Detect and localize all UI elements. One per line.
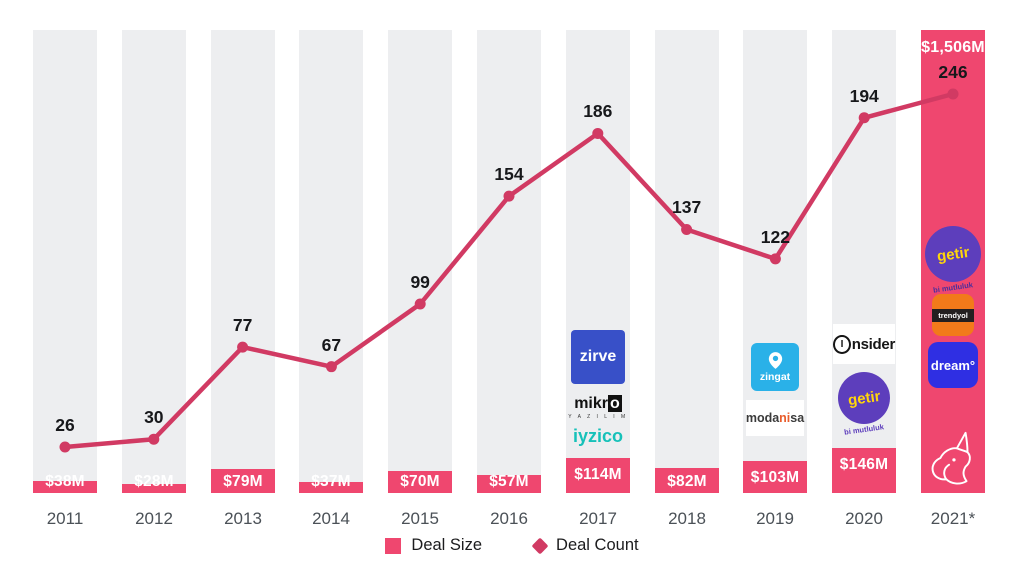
deal-size-bar (477, 475, 541, 493)
deal-size-bar (832, 448, 896, 493)
year-label: 2014 (312, 509, 350, 528)
deal-count-value: 26 (55, 415, 75, 436)
legend: Deal Size Deal Count (0, 536, 1024, 555)
trendyol-logo: trendyol (932, 294, 974, 336)
year-label: 2013 (224, 509, 262, 528)
deal-size-bar (122, 484, 186, 493)
deal-size-bar (388, 471, 452, 493)
modanisa-logo: moda ni sa (746, 400, 804, 436)
column-2019: zingat moda ni sa $103M 2019 (743, 30, 807, 528)
mikro-sub-text: Y A Z I L I M (568, 414, 628, 420)
year-label: 2012 (135, 509, 173, 528)
zingat-logo-text: zingat (759, 371, 791, 383)
deal-count-value: 99 (410, 271, 430, 292)
deal-count-value: 122 (760, 226, 790, 247)
deal-size-value: $82M (667, 473, 707, 490)
deal-size-value: $28M (134, 473, 174, 490)
deal-size-swatch (385, 537, 402, 554)
year-label: 2019 (756, 509, 794, 528)
deal-size-bar (299, 481, 363, 493)
deal-size-value: $70M (400, 473, 440, 490)
zingat-logo: zingat (751, 343, 799, 391)
column-2021-highlight: $1,506M getir bi mutluluk trendyol dream… (921, 30, 985, 528)
deal-count-value: 77 (232, 315, 253, 336)
deal-size-value: $1,506M (921, 39, 985, 56)
deal-count-swatch (531, 537, 549, 554)
year-label: 2017 (579, 509, 617, 528)
deal-size-value: $38M (45, 473, 85, 490)
location-pin-icon (768, 352, 782, 369)
legend-deal-size-label: Deal Size (411, 536, 483, 554)
deal-size-value: $114M (574, 465, 622, 483)
getir-slogan-text: bi mutluluk (932, 280, 974, 295)
deal-count-value: 194 (849, 85, 879, 106)
deal-size-value: $79M (223, 473, 263, 490)
column-2016: $57M 2016 (477, 30, 541, 528)
legend-deal-count: Deal Count (531, 536, 639, 555)
deal-count-value: 67 (321, 334, 342, 355)
deal-count-value: 30 (144, 407, 164, 428)
column-2014: $37M 2014 (299, 30, 363, 528)
deal-count-value: 186 (583, 101, 613, 122)
column-2015: $70M 2015 (388, 30, 452, 528)
getir-logo-text: getir (846, 387, 882, 409)
column-2018: $82M 2018 (655, 30, 719, 528)
trendyol-logo-text: trendyol (932, 308, 974, 322)
getir-logo: getir bi mutluluk (925, 226, 981, 295)
year-label: 2011 (46, 509, 84, 528)
deal-count-value: 154 (494, 164, 524, 185)
iyzico-logo: iyzico (572, 426, 624, 446)
zirve-logo-text: zirve (579, 348, 617, 365)
column-2013: $79M 2013 (211, 30, 275, 528)
deal-size-value: $57M (489, 473, 529, 490)
legend-deal-size: Deal Size (385, 536, 482, 555)
deal-size-value: $103M (750, 469, 800, 487)
year-label: 2020 (845, 509, 883, 528)
zirve-logo: zirve (571, 330, 625, 384)
getir-slogan-text: bi mutluluk (843, 422, 885, 437)
deal-size-bar (211, 468, 275, 493)
deal-size-bar (743, 461, 807, 493)
deal-size-value: $146M (839, 456, 889, 474)
deal-count-value: 137 (671, 197, 702, 218)
deal-size-bar (566, 457, 630, 493)
legend-deal-count-label: Deal Count (556, 536, 639, 554)
year-label: 2021* (930, 509, 976, 528)
deal-size-value: $37M (311, 473, 351, 490)
getir-logo-text: getir (935, 243, 971, 265)
year-label: 2018 (668, 509, 706, 528)
getir-logo: getir bi mutluluk (838, 372, 890, 437)
deal-size-bar (33, 481, 97, 493)
column-2017: zirve mikr o Y A Z I L I M iyzico $114M 2… (566, 30, 630, 528)
unicorn-icon (931, 431, 971, 485)
deal-count-value: 246 (938, 62, 968, 82)
year-label: 2016 (490, 509, 528, 528)
deal-size-bar (655, 467, 719, 493)
year-label: 2015 (401, 509, 439, 528)
mikro-yazilim-logo: mikr o Y A Z I L I M (566, 395, 630, 420)
dream-games-logo: dream° (928, 342, 978, 388)
